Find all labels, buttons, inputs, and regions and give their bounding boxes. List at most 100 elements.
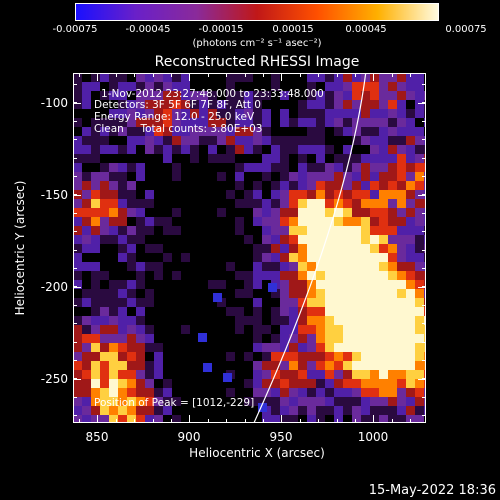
image-pixel bbox=[73, 289, 82, 298]
image-pixel bbox=[136, 289, 145, 298]
image-pixel bbox=[298, 262, 307, 271]
image-pixel bbox=[208, 226, 217, 235]
image-pixel bbox=[316, 118, 325, 127]
image-pixel bbox=[307, 280, 316, 289]
image-pixel bbox=[208, 271, 217, 280]
image-pixel bbox=[73, 262, 82, 271]
image-pixel bbox=[109, 379, 118, 388]
image-pixel bbox=[424, 388, 426, 397]
image-pixel bbox=[136, 109, 145, 118]
image-pixel bbox=[244, 307, 253, 316]
image-pixel bbox=[208, 397, 217, 406]
image-pixel bbox=[262, 226, 271, 235]
image-pixel bbox=[226, 388, 235, 397]
image-pixel bbox=[127, 298, 136, 307]
image-pixel bbox=[271, 298, 280, 307]
image-pixel bbox=[370, 280, 379, 289]
image-pixel bbox=[262, 118, 271, 127]
image-pixel bbox=[271, 253, 280, 262]
image-pixel bbox=[163, 289, 172, 298]
image-pixel bbox=[190, 388, 199, 397]
tick-mark bbox=[171, 419, 172, 423]
image-pixel bbox=[73, 271, 82, 280]
image-pixel bbox=[244, 415, 253, 423]
image-pixel bbox=[226, 118, 235, 127]
image-pixel bbox=[280, 325, 289, 334]
image-pixel bbox=[136, 388, 145, 397]
image-pixel bbox=[253, 388, 262, 397]
tick-mark bbox=[422, 268, 426, 269]
image-pixel bbox=[109, 226, 118, 235]
image-pixel bbox=[334, 154, 343, 163]
image-pixel bbox=[352, 199, 361, 208]
image-pixel bbox=[406, 325, 415, 334]
image-pixel bbox=[109, 217, 118, 226]
image-pixel bbox=[217, 388, 226, 397]
tick-mark bbox=[97, 73, 98, 77]
image-pixel bbox=[307, 235, 316, 244]
image-pixel bbox=[307, 307, 316, 316]
image-pixel bbox=[298, 307, 307, 316]
image-pixel bbox=[262, 91, 271, 100]
image-pixel bbox=[118, 163, 127, 172]
image-pixel bbox=[379, 199, 388, 208]
image-pixel bbox=[271, 181, 280, 190]
tick-mark bbox=[97, 73, 98, 81]
y-tick-label: -100 bbox=[40, 96, 68, 110]
image-pixel bbox=[118, 244, 127, 253]
image-pixel bbox=[289, 298, 298, 307]
image-pixel bbox=[73, 379, 82, 388]
image-pixel bbox=[253, 100, 262, 109]
image-pixel bbox=[253, 190, 262, 199]
tick-mark bbox=[418, 103, 426, 104]
image-pixel bbox=[244, 262, 253, 271]
image-pixel bbox=[145, 73, 154, 82]
image-pixel bbox=[298, 406, 307, 415]
image-pixel bbox=[136, 370, 145, 379]
image-pixel bbox=[379, 397, 388, 406]
image-pixel bbox=[415, 163, 424, 172]
image-pixel bbox=[163, 154, 172, 163]
image-pixel bbox=[280, 217, 289, 226]
image-pixel bbox=[100, 262, 109, 271]
image-pixel bbox=[163, 253, 172, 262]
image-pixel bbox=[280, 199, 289, 208]
image-pixel bbox=[199, 118, 208, 127]
image-pixel bbox=[127, 109, 136, 118]
image-pixel bbox=[289, 91, 298, 100]
image-pixel bbox=[244, 334, 253, 343]
image-pixel bbox=[181, 352, 190, 361]
image-pixel bbox=[198, 333, 207, 342]
image-pixel bbox=[244, 289, 253, 298]
rhessi-image-canvas bbox=[73, 73, 426, 423]
image-pixel bbox=[82, 190, 91, 199]
image-pixel bbox=[163, 118, 172, 127]
image-pixel bbox=[379, 109, 388, 118]
image-pixel bbox=[343, 82, 352, 91]
image-pixel bbox=[163, 244, 172, 253]
image-pixel bbox=[289, 217, 298, 226]
image-pixel bbox=[190, 253, 199, 262]
image-pixel bbox=[91, 271, 100, 280]
image-pixel bbox=[181, 91, 190, 100]
image-pixel bbox=[100, 325, 109, 334]
image-pixel bbox=[316, 334, 325, 343]
image-pixel bbox=[271, 109, 280, 118]
image-pixel bbox=[109, 253, 118, 262]
image-pixel bbox=[109, 388, 118, 397]
image-pixel bbox=[199, 109, 208, 118]
image-pixel bbox=[172, 163, 181, 172]
image-pixel bbox=[388, 298, 397, 307]
image-pixel bbox=[91, 244, 100, 253]
image-pixel bbox=[199, 82, 208, 91]
image-pixel bbox=[217, 100, 226, 109]
image-pixel bbox=[271, 388, 280, 397]
image-pixel bbox=[361, 226, 370, 235]
image-pixel bbox=[145, 244, 154, 253]
image-pixel bbox=[136, 82, 145, 91]
image-pixel bbox=[388, 271, 397, 280]
image-pixel bbox=[154, 316, 163, 325]
image-pixel bbox=[91, 235, 100, 244]
image-pixel bbox=[244, 73, 253, 82]
image-pixel bbox=[388, 91, 397, 100]
